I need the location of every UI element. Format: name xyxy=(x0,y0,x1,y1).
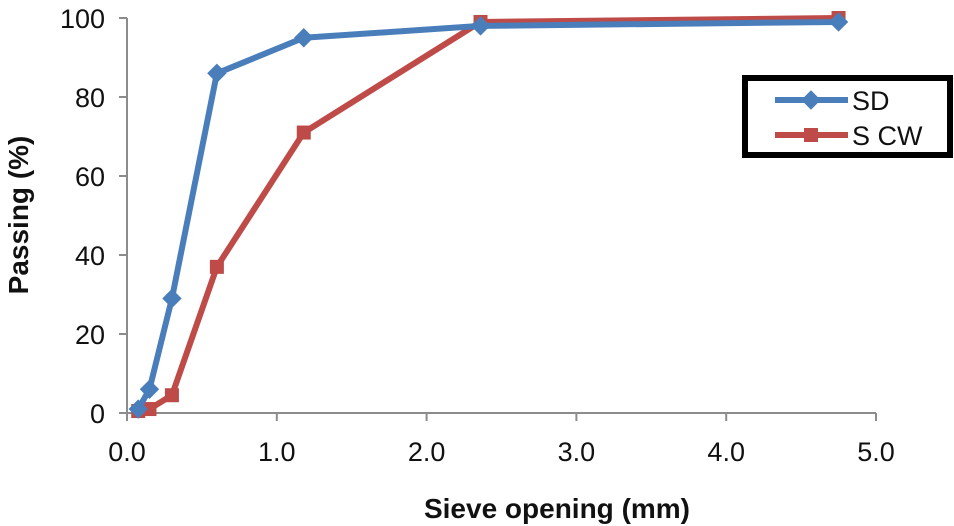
data-point xyxy=(207,63,227,84)
x-tick-label: 1.0 xyxy=(258,437,296,467)
data-point xyxy=(209,259,224,274)
y-tick-label: 0 xyxy=(90,399,105,429)
y-tick-label: 20 xyxy=(75,320,105,350)
x-tick-label: 4.0 xyxy=(707,437,745,467)
legend-marker xyxy=(801,90,821,110)
data-point xyxy=(294,28,314,48)
data-point xyxy=(164,388,179,403)
legend: SD S CW xyxy=(742,75,953,158)
series-line xyxy=(135,15,842,415)
y-tick-label: 100 xyxy=(60,4,105,34)
data-point xyxy=(162,288,182,309)
y-tick-label: 60 xyxy=(75,162,105,192)
x-tick-label: 2.0 xyxy=(408,437,446,467)
data-point xyxy=(128,399,148,419)
legend-label: S CW xyxy=(852,121,923,151)
x-tick-label: 0.0 xyxy=(108,437,146,467)
data-point xyxy=(828,12,849,32)
series-s-cw xyxy=(131,11,846,419)
legend-label: SD xyxy=(852,86,890,116)
series-line xyxy=(135,18,842,413)
y-tick-label: 40 xyxy=(75,241,105,271)
y-tick-label: 80 xyxy=(75,83,105,113)
x-tick-label: 5.0 xyxy=(857,437,895,467)
data-point xyxy=(296,125,311,140)
data-point xyxy=(139,379,160,400)
axes: 0 20 40 60 80 100 0.0 1.0 2.0 3.0 4.0 5.0 xyxy=(60,4,895,467)
series xyxy=(128,11,849,419)
y-axis-title: Passing (%) xyxy=(3,136,34,295)
data-point xyxy=(470,16,491,36)
series-sd xyxy=(128,12,849,419)
legend-box xyxy=(742,75,953,158)
x-tick-label: 3.0 xyxy=(558,437,596,467)
legend-marker xyxy=(804,128,818,142)
x-axis-title: Sieve opening (mm) xyxy=(424,493,690,524)
